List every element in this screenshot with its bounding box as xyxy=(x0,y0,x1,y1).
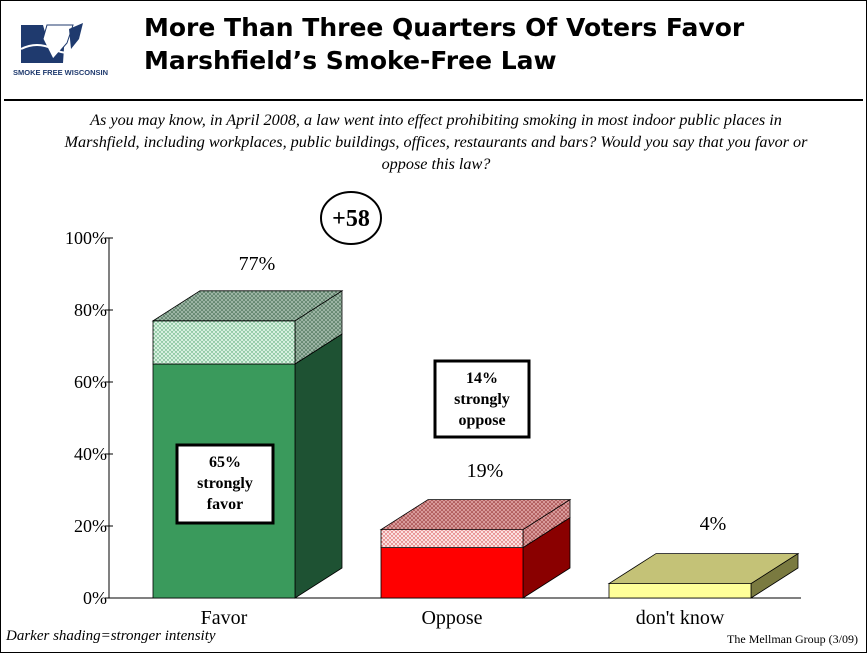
annotation-text: oppose xyxy=(458,412,505,429)
net-badge-circle xyxy=(320,191,382,245)
y-tick-label: 80% xyxy=(74,300,107,320)
bar-top xyxy=(607,553,800,584)
annotation-text: strongly xyxy=(454,391,510,408)
annotation-box xyxy=(175,443,275,525)
bar-soft xyxy=(152,320,296,365)
smoke-free-wisconsin-logo xyxy=(20,23,86,63)
x-tick-label: Oppose xyxy=(421,607,482,629)
survey-question: As you may know, in April 2008, a law we… xyxy=(64,111,808,173)
data-label: 19% xyxy=(467,460,504,482)
bar-strong xyxy=(608,583,752,599)
footnote: Darker shading=stronger intensity xyxy=(6,628,216,644)
source-credit: The Mellman Group (3/09) xyxy=(727,632,858,646)
annotation-text: favor xyxy=(207,496,243,513)
title-divider xyxy=(4,99,863,101)
annotation-text: 65% xyxy=(209,454,241,471)
data-label: 77% xyxy=(239,253,276,275)
title-line-2: Marshfield’s Smoke-Free Law xyxy=(144,46,557,75)
net-badge-text: +58 xyxy=(332,206,370,232)
x-tick-label: don't know xyxy=(636,607,725,629)
page-title: More Than Three Quarters Of Voters Favor… xyxy=(144,11,844,77)
y-tick-label: 20% xyxy=(74,516,107,536)
annotation-text: 14% xyxy=(466,370,498,387)
annotation-text: strongly xyxy=(197,475,253,492)
bar-side-strong xyxy=(294,333,343,599)
y-tick-label: 100% xyxy=(65,228,107,248)
annotation-box xyxy=(433,359,531,439)
logo-text: SMOKE FREE WISCONSIN xyxy=(13,68,109,77)
y-tick-label: 0% xyxy=(83,588,107,608)
bar-soft xyxy=(380,529,524,548)
x-tick-label: Favor xyxy=(201,607,248,629)
bar-top xyxy=(379,499,572,530)
y-tick-label: 40% xyxy=(74,444,107,464)
bar-strong xyxy=(380,547,524,599)
bar-top xyxy=(151,290,344,322)
title-line-1: More Than Three Quarters Of Voters Favor xyxy=(144,13,745,42)
data-label: 4% xyxy=(700,513,727,535)
y-tick-label: 60% xyxy=(74,372,107,392)
